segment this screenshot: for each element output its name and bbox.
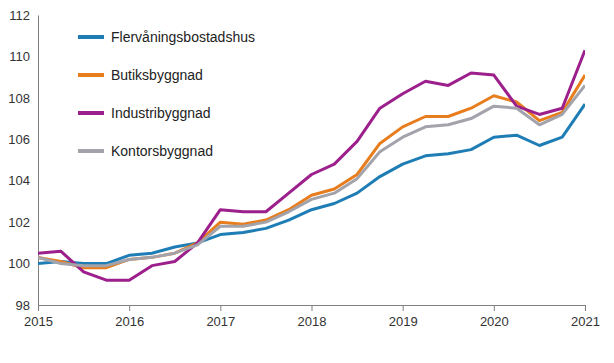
x-tick-mark (312, 305, 313, 311)
x-tick: 2019 (389, 305, 418, 329)
legend-label: Butiksbyggnad (111, 67, 203, 83)
y-tick-label: 102 (8, 215, 30, 230)
x-tick-label: 2017 (206, 314, 235, 329)
y-tick: 108 (8, 91, 38, 106)
x-tick-mark (220, 305, 221, 311)
x-tick-label: 2015 (24, 314, 53, 329)
y-tick-label: 112 (9, 8, 30, 23)
y-tick-label: 100 (8, 256, 30, 271)
legend-label: Kontorsbyggnad (111, 143, 213, 159)
x-tick-label: 2018 (298, 314, 327, 329)
x-tick: 2021 (571, 305, 600, 329)
legend-item: Flervåningsbostadshus (78, 29, 255, 45)
x-tick: 2015 (24, 305, 53, 329)
series-line (38, 104, 585, 263)
legend: Flervåningsbostadshus Butiksbyggnad Indust… (78, 29, 255, 159)
x-tick: 2017 (206, 305, 235, 329)
x-tick-label: 2016 (115, 314, 144, 329)
legend-swatch (78, 73, 104, 77)
x-tick-mark (585, 305, 586, 311)
series-line (38, 85, 585, 265)
y-tick-label: 104 (8, 173, 30, 188)
y-tick: 104 (8, 173, 38, 188)
legend-swatch (78, 111, 104, 115)
x-tick: 2016 (115, 305, 144, 329)
y-tick: 110 (9, 49, 38, 64)
x-axis-line (39, 306, 586, 312)
plot: 9810010210410610811011220152016201720182… (8, 8, 600, 330)
y-tick: 106 (8, 132, 38, 147)
x-tick-label: 2020 (480, 314, 509, 329)
x-tick-label: 2021 (571, 314, 600, 329)
legend-swatch (78, 149, 104, 153)
chart: 9810010210410610811011220152016201720182… (0, 0, 614, 363)
legend-item: Industribyggnad (78, 105, 211, 121)
legend-label: Industribyggnad (111, 105, 211, 121)
x-tick: 2020 (480, 305, 509, 329)
x-tick: 2018 (298, 305, 327, 329)
y-tick-label: 106 (8, 132, 30, 147)
series-line (38, 50, 585, 280)
lines (38, 50, 585, 280)
legend-item: Butiksbyggnad (78, 67, 203, 83)
y-tick: 112 (9, 8, 38, 23)
y-tick: 102 (8, 215, 38, 230)
x-tick-mark (129, 305, 130, 311)
y-axis: 98 100 102 104 106 108 110 112 (8, 8, 38, 313)
x-tick-mark (403, 305, 404, 311)
x-tick-mark (38, 305, 39, 311)
x-axis: 2015 2016 2017 2018 2019 2020 2021 (24, 305, 600, 329)
y-tick-label: 98 (16, 298, 30, 313)
legend-item: Kontorsbyggnad (78, 143, 213, 159)
legend-swatch (78, 35, 104, 39)
series-line (38, 75, 585, 268)
x-tick-mark (494, 305, 495, 311)
legend-label: Flervåningsbostadshus (111, 29, 255, 45)
x-tick-label: 2019 (389, 314, 418, 329)
y-tick: 100 (8, 256, 38, 271)
y-tick: 98 (16, 298, 38, 313)
y-tick-label: 110 (9, 49, 30, 64)
y-tick-label: 108 (8, 91, 30, 106)
